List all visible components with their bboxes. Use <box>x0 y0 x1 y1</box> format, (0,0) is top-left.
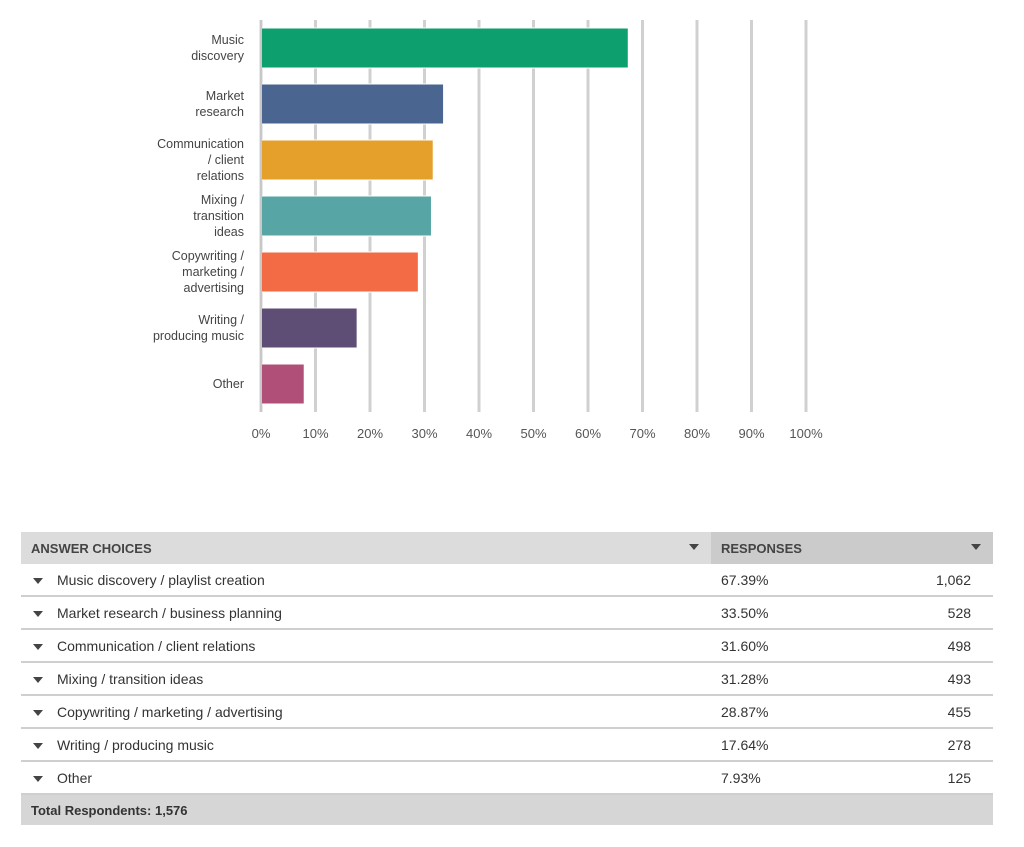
choice-label: Communication / client relations <box>57 637 256 654</box>
total-row: Total Respondents: 1,576 <box>21 794 994 825</box>
responses-header[interactable]: RESPONSES <box>711 532 994 564</box>
responses-header-label: RESPONSES <box>721 540 802 556</box>
category-label: transition <box>193 209 244 223</box>
table-row: Music discovery / playlist creation 67.3… <box>21 564 994 597</box>
count-cell: 493 <box>851 662 994 696</box>
expand-caret-icon[interactable] <box>33 775 43 782</box>
bar <box>260 307 358 349</box>
percent-cell: 31.28% <box>711 662 851 696</box>
x-tick-label: 100% <box>789 426 823 441</box>
choice-cell: Market research / business planning <box>21 596 711 630</box>
x-tick-label: 80% <box>684 426 710 441</box>
percent-cell: 67.39% <box>711 564 851 597</box>
count-cell: 498 <box>851 629 994 663</box>
x-tick-label: 0% <box>252 426 271 441</box>
choice-label: Music discovery / playlist creation <box>57 571 265 588</box>
total-respondents: Total Respondents: 1,576 <box>21 794 994 825</box>
category-label: marketing / <box>182 265 244 279</box>
x-tick-label: 50% <box>520 426 546 441</box>
category-label: relations <box>197 169 244 183</box>
expand-caret-icon[interactable] <box>33 610 43 617</box>
choice-label: Market research / business planning <box>57 604 282 621</box>
choice-label: Writing / producing music <box>57 736 214 753</box>
answer-choices-header-label: ANSWER CHOICES <box>31 540 152 556</box>
expand-caret-icon[interactable] <box>33 676 43 683</box>
category-label: / client <box>208 153 245 167</box>
category-label: Copywriting / <box>172 249 245 263</box>
count-cell: 278 <box>851 728 994 762</box>
choice-cell: Communication / client relations <box>21 629 711 663</box>
expand-caret-icon[interactable] <box>33 742 43 749</box>
category-label: discovery <box>191 49 245 63</box>
x-tick-label: 90% <box>738 426 764 441</box>
category-label: advertising <box>184 281 244 295</box>
choice-label: Mixing / transition ideas <box>57 670 204 687</box>
x-tick-label: 40% <box>466 426 492 441</box>
category-label: Music <box>211 33 244 47</box>
table-row: Other 7.93% 125 <box>21 761 994 795</box>
count-cell: 455 <box>851 695 994 729</box>
x-tick-label: 60% <box>575 426 601 441</box>
category-label: Mixing / <box>201 193 245 207</box>
table-row: Copywriting / marketing / advertising 28… <box>21 695 994 729</box>
answer-choices-sort-icon[interactable] <box>689 544 699 550</box>
choice-cell: Other <box>21 761 711 795</box>
responses-sort-icon[interactable] <box>971 544 982 550</box>
category-label: Communication <box>157 137 244 151</box>
expand-caret-icon[interactable] <box>33 577 43 584</box>
responses-table: ANSWER CHOICES RESPONSES Music discovery… <box>21 532 994 825</box>
category-label: Market <box>206 89 245 103</box>
expand-caret-icon[interactable] <box>33 643 43 650</box>
category-label: producing music <box>153 329 244 343</box>
category-label: Writing / <box>198 313 244 327</box>
category-label: research <box>195 105 244 119</box>
choice-cell: Copywriting / marketing / advertising <box>21 695 711 729</box>
count-cell: 125 <box>851 761 994 795</box>
bar <box>260 195 432 237</box>
table-row: Market research / business planning 33.5… <box>21 596 994 630</box>
x-tick-label: 10% <box>302 426 328 441</box>
percent-cell: 17.64% <box>711 728 851 762</box>
count-cell: 528 <box>851 596 994 630</box>
table-row: Mixing / transition ideas 31.28% 493 <box>21 662 994 696</box>
x-tick-label: 70% <box>629 426 655 441</box>
category-label: Other <box>213 377 244 391</box>
category-label: ideas <box>214 225 244 239</box>
count-cell: 1,062 <box>851 564 994 597</box>
table-row: Writing / producing music 17.64% 278 <box>21 728 994 762</box>
choice-cell: Music discovery / playlist creation <box>21 564 711 597</box>
bar <box>260 251 419 293</box>
choice-label: Copywriting / marketing / advertising <box>57 703 283 720</box>
bar <box>260 363 305 405</box>
bar <box>260 27 629 69</box>
expand-caret-icon[interactable] <box>33 709 43 716</box>
percent-cell: 33.50% <box>711 596 851 630</box>
x-tick-label: 20% <box>357 426 383 441</box>
percent-cell: 31.60% <box>711 629 851 663</box>
x-tick-label: 30% <box>411 426 437 441</box>
bar <box>260 139 434 181</box>
table-row: Communication / client relations 31.60% … <box>21 629 994 663</box>
bar <box>260 83 445 125</box>
choice-cell: Mixing / transition ideas <box>21 662 711 696</box>
bar-chart: 0% 10% 20% 30% 40% 50% 60% 70% 80% 90% 100% Music di… <box>153 20 823 441</box>
percent-cell: 28.87% <box>711 695 851 729</box>
answer-choices-header[interactable]: ANSWER CHOICES <box>21 532 711 564</box>
table-header-row: ANSWER CHOICES RESPONSES <box>21 532 994 564</box>
bar-chart-svg: 0% 10% 20% 30% 40% 50% 60% 70% 80% 90% 100% Music di… <box>153 20 823 441</box>
percent-cell: 7.93% <box>711 761 851 795</box>
choice-label: Other <box>57 769 93 786</box>
choice-cell: Writing / producing music <box>21 728 711 762</box>
